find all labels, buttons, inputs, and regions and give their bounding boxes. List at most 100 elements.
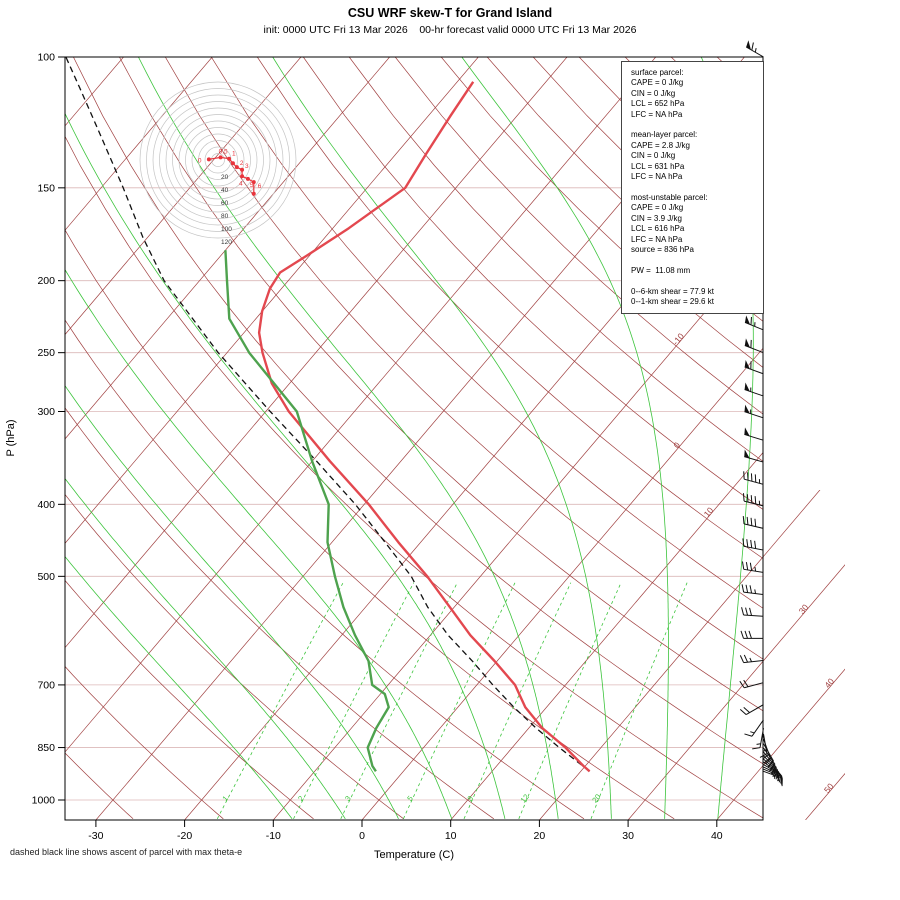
isotherm-line	[65, 57, 503, 820]
barb-full	[744, 733, 753, 737]
barb-staff	[743, 660, 764, 664]
barb-staff	[763, 738, 771, 759]
barb-full	[743, 654, 749, 663]
moist-adiabat-line	[461, 57, 669, 819]
barb-full	[746, 516, 749, 525]
dry-adiabat-line	[65, 579, 314, 820]
barb-staff	[743, 568, 764, 573]
mixing-ratio-line	[293, 582, 415, 819]
barb-staff	[743, 500, 764, 507]
barb-full	[739, 680, 745, 689]
info-box-line	[631, 276, 759, 286]
temperature-tick-label: 10	[445, 830, 457, 842]
barb-full	[754, 496, 757, 505]
dry-adiabat-line	[762, 57, 763, 58]
wind-barb	[744, 404, 764, 419]
mixing-ratio-line	[216, 582, 344, 819]
barb-half	[749, 657, 753, 662]
chart-title: CSU WRF skew-T for Grand Island	[347, 6, 553, 20]
moist-adiabat-line	[65, 268, 453, 819]
isotherm-label: 40	[822, 676, 836, 690]
barb-full	[749, 585, 753, 594]
info-box-line: CAPE = 0 J/kg	[631, 203, 684, 213]
isotherm-line	[65, 57, 769, 820]
info-box-line	[631, 182, 759, 192]
isotherm-line	[627, 57, 845, 820]
barb-full	[746, 539, 749, 548]
barb-staff	[763, 755, 778, 771]
barb-staff	[744, 682, 764, 689]
mixing-ratio-label: 2	[296, 794, 306, 803]
footer-note: dashed black line shows ascent of parcel…	[10, 847, 243, 857]
hodograph-ring	[139, 81, 297, 239]
barb-staff	[759, 727, 764, 748]
info-box-line: LFC = NA hPa	[631, 109, 683, 119]
barb-full	[750, 495, 753, 504]
mixing-ratio-line	[590, 582, 688, 819]
barb-staff	[763, 758, 780, 773]
dry-adiabat-line	[65, 229, 675, 820]
mixing-ratio-line	[403, 582, 516, 819]
info-box-line: most-unstable parcel:	[631, 192, 708, 202]
info-box-line: CAPE = 2.8 J/kg	[631, 140, 690, 150]
info-box-line: LCL = 652 hPa	[631, 99, 685, 109]
barb-full	[749, 562, 753, 571]
barb-staff	[763, 764, 782, 775]
barb-flag	[744, 449, 750, 459]
barb-full	[754, 518, 757, 527]
wind-barb	[741, 561, 764, 573]
dry-adiabats	[65, 57, 763, 820]
isotherm-line	[65, 57, 414, 820]
isotherm-line	[539, 57, 845, 820]
pressure-tick-label: 250	[37, 347, 55, 359]
dry-adiabat-line	[303, 57, 763, 510]
pressure-tick-label: 200	[37, 275, 55, 287]
hodograph-ring-label: 40	[221, 187, 229, 194]
info-box-line: CIN = 0 J/kg	[631, 151, 676, 161]
temperature-tick-label: -10	[266, 830, 281, 842]
barb-half	[750, 731, 755, 734]
barb-staff	[744, 433, 764, 441]
barb-full	[745, 562, 749, 571]
hodograph-altitude-label: 3	[245, 163, 249, 170]
wind-barb	[752, 727, 764, 750]
barb-full	[741, 584, 745, 593]
isotherm-label: 10	[702, 505, 716, 519]
barb-staff	[744, 389, 764, 397]
hodograph-dot	[251, 180, 256, 185]
moist-adiabat-line	[65, 112, 506, 819]
hodograph-ring-label: 20	[221, 174, 229, 181]
moist-adiabats	[65, 57, 754, 820]
hodograph-altitude-label: 5	[250, 182, 254, 189]
barb-full	[742, 516, 745, 524]
barb-flag	[744, 404, 750, 414]
pressure-tick-label: 500	[37, 571, 55, 583]
moist-adiabat-line	[272, 57, 612, 819]
hodograph-inset: 20 40 60 80 100 120 0 0.5 12 3 4 5 6	[139, 81, 297, 246]
isotherm-label: 0	[671, 440, 682, 450]
dry-adiabat-line	[65, 665, 224, 820]
pressure-tick-label: 300	[37, 406, 55, 418]
temperature-tick-label: 20	[534, 830, 546, 842]
isotherms	[65, 57, 845, 820]
barb-staff	[763, 770, 783, 779]
hodograph-ring	[185, 127, 251, 193]
wind-barb	[742, 493, 764, 507]
barb-staff	[763, 751, 777, 768]
pressure-tick-label: 850	[37, 742, 55, 754]
moist-adiabat-line	[65, 385, 399, 819]
wind-barb	[741, 607, 764, 617]
moist-adiabat-line	[700, 57, 754, 819]
barb-full	[743, 706, 750, 713]
barb-staff	[744, 345, 764, 354]
wind-barb	[744, 449, 764, 463]
barb-half	[754, 48, 757, 53]
mixing-ratio-labels: 1 2 3 5 8 12 20	[220, 792, 602, 804]
hodograph-ring	[191, 133, 245, 187]
dry-adiabat-line	[211, 57, 763, 609]
barb-full	[748, 630, 752, 639]
info-box-line: LCL = 631 hPa	[631, 161, 685, 171]
dewpoint-curve	[224, 250, 390, 772]
